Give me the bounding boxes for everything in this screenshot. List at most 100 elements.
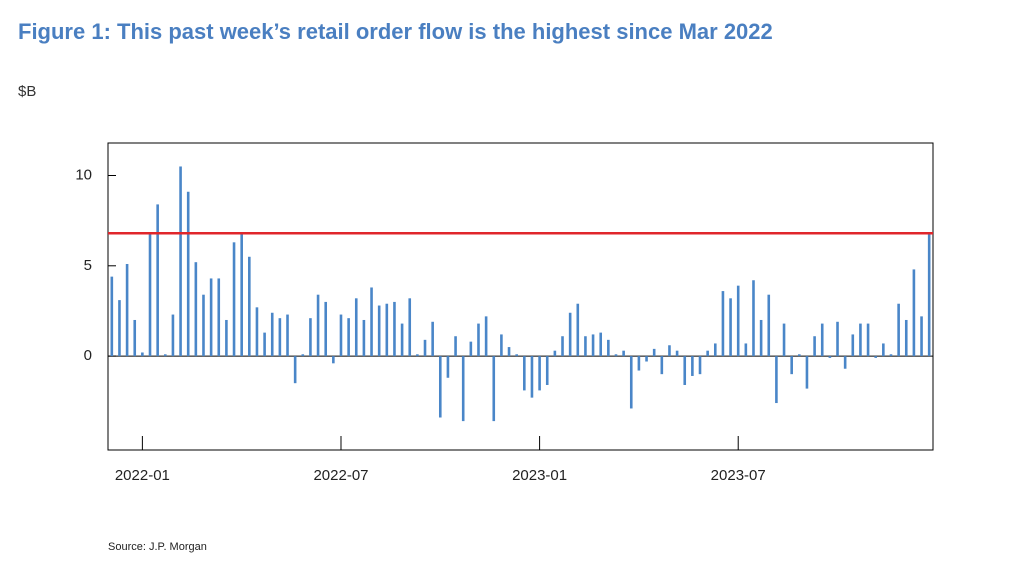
- bar: [523, 356, 526, 391]
- bar: [652, 348, 656, 357]
- bar: [500, 334, 503, 357]
- bar: [607, 339, 610, 357]
- bar: [782, 323, 786, 357]
- bar: [691, 356, 694, 376]
- bar: [866, 323, 870, 357]
- bar: [912, 269, 916, 357]
- bar: [393, 301, 396, 357]
- bar: [675, 350, 679, 357]
- bar: [377, 305, 381, 357]
- bar: [301, 354, 305, 357]
- bar: [721, 291, 725, 357]
- chart-title: Figure 1: This past week’s retail order …: [18, 19, 773, 44]
- bar: [179, 166, 182, 357]
- bar: [492, 356, 496, 422]
- bar: [163, 354, 167, 357]
- bar: [614, 354, 618, 357]
- y-tick-label: 5: [84, 257, 92, 274]
- bar: [194, 262, 198, 357]
- bar: [416, 354, 419, 357]
- y-tick-label: 0: [84, 347, 92, 364]
- bar: [408, 298, 412, 357]
- bar: [584, 336, 587, 357]
- bar: [209, 278, 213, 357]
- bar: [225, 319, 228, 357]
- bar: [706, 350, 709, 357]
- bar: [660, 356, 664, 375]
- bar: [446, 356, 450, 378]
- bar: [591, 334, 595, 357]
- bar: [255, 307, 259, 357]
- bar: [576, 303, 580, 357]
- bar: [538, 356, 541, 391]
- bar: [882, 343, 885, 357]
- bar: [545, 356, 549, 385]
- bar: [874, 356, 878, 358]
- bar: [622, 350, 625, 357]
- bar: [729, 298, 732, 357]
- bar: [263, 332, 266, 357]
- bar: [645, 356, 648, 362]
- bar: [454, 336, 457, 357]
- bar: [469, 341, 473, 357]
- bar: [148, 233, 152, 357]
- bar: [423, 339, 427, 357]
- bar: [668, 345, 671, 357]
- bar: [347, 318, 350, 357]
- bar: [836, 321, 839, 357]
- bar: [843, 356, 847, 369]
- bar: [805, 356, 809, 389]
- bar: [309, 318, 312, 357]
- y-axis-label: $B: [18, 83, 36, 100]
- bar: [286, 314, 289, 357]
- bar: [385, 303, 389, 357]
- bar: [851, 334, 855, 357]
- bar: [920, 316, 923, 357]
- bar: [927, 233, 931, 357]
- bar: [461, 356, 465, 422]
- bar: [217, 278, 221, 357]
- bar: [362, 319, 366, 357]
- bar: [278, 318, 282, 357]
- source: Source: J.P. Morgan: [108, 541, 207, 553]
- bar: [133, 319, 137, 357]
- x-tick-label: 2023-01: [512, 467, 567, 484]
- bar: [790, 356, 793, 375]
- bar: [859, 323, 862, 357]
- bar: [629, 356, 633, 409]
- bar: [744, 343, 748, 357]
- bar: [889, 354, 893, 357]
- bar: [248, 256, 251, 357]
- bar: [698, 356, 702, 375]
- bar: [339, 314, 343, 357]
- bar: [332, 356, 335, 364]
- bar: [904, 319, 908, 357]
- bar: [156, 204, 159, 357]
- plot-frame: [107, 142, 934, 451]
- bar: [775, 356, 778, 404]
- bar: [507, 347, 511, 357]
- bar: [813, 336, 816, 357]
- bar: [820, 323, 824, 357]
- bar: [897, 303, 900, 357]
- bar: [767, 294, 771, 357]
- bar: [125, 263, 129, 357]
- bar: [324, 301, 328, 357]
- x-tick-label: 2022-07: [313, 467, 368, 484]
- bar: [798, 354, 801, 357]
- bar: [759, 319, 763, 357]
- bar: [400, 323, 404, 357]
- bar: [202, 294, 205, 357]
- bar: [240, 233, 243, 357]
- bar: [186, 191, 190, 357]
- bar: [530, 356, 534, 398]
- bar: [713, 343, 717, 357]
- x-tick-label: 2023-07: [711, 467, 766, 484]
- bar: [118, 300, 121, 357]
- bar: [828, 356, 832, 358]
- bar: [232, 242, 236, 357]
- bar: [599, 332, 603, 357]
- y-tick-label: 10: [75, 166, 92, 183]
